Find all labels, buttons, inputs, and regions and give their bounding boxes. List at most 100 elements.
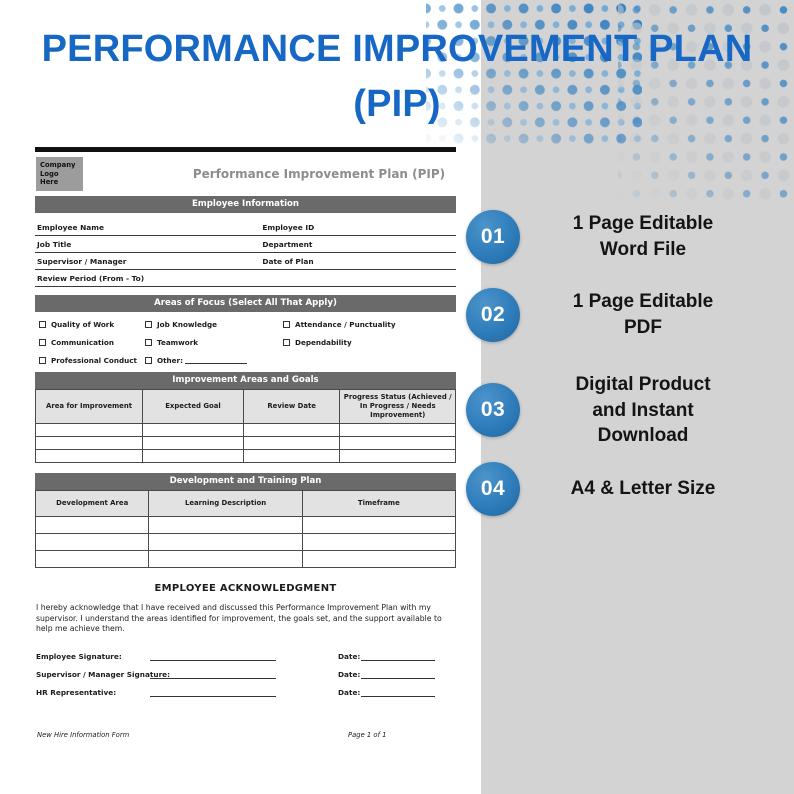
focus-option-label: Other: <box>157 356 183 365</box>
acknowledgment-text: I hereby acknowledge that I have receive… <box>36 602 442 634</box>
date-line <box>361 696 435 698</box>
section-header-employee-information: Employee Information <box>35 196 456 213</box>
signature-section: Employee Signature: Date: Supervisor / M… <box>35 647 456 701</box>
feature-label: 1 Page Editable Word File <box>572 213 714 260</box>
field-row: Job Title Department <box>35 236 456 253</box>
field-label: Employee Name <box>37 223 104 232</box>
signature-label: HR Representative: <box>36 688 117 698</box>
feature-number: 04 <box>480 477 506 500</box>
signature-label: Supervisor / Manager Signature: <box>36 670 171 680</box>
empty-table-row <box>34 422 456 437</box>
footer-page-number: Page 1 of 1 <box>348 731 387 740</box>
signature-label: Employee Signature: <box>36 652 122 662</box>
feature-number-badge: 03 <box>466 383 520 438</box>
checkbox-icon <box>145 357 152 364</box>
empty-cell <box>148 549 303 568</box>
table-header-row: Area for Improvement Expected Goal Revie… <box>34 389 456 424</box>
empty-cell <box>242 448 341 463</box>
column-header: Expected Goal <box>142 389 244 424</box>
signature-row-supervisor: Supervisor / Manager Signature: Date: <box>35 665 456 683</box>
empty-cell <box>339 448 456 463</box>
empty-cell <box>34 532 150 551</box>
checkbox-icon <box>39 339 46 346</box>
field-label: Date of Plan <box>262 257 314 266</box>
empty-cell <box>339 422 456 437</box>
section-header-development-plan: Development and Training Plan <box>35 472 456 490</box>
document-title: Performance Improvement Plan (PIP) <box>192 167 446 181</box>
empty-cell <box>301 515 457 534</box>
focus-option-label: Job Knowledge <box>157 320 218 329</box>
listing-title: PERFORMANCE IMPROVEMENT PLAN (PIP) <box>41 28 753 126</box>
feature-item-pdf: 02 1 Page Editable PDF <box>466 288 722 342</box>
form-document-preview: Company Logo Here Performance Improvemen… <box>34 147 457 744</box>
document-top-rule <box>35 147 456 152</box>
focus-option: Dependability <box>283 338 451 347</box>
focus-option-label: Attendance / Punctuality <box>295 320 396 329</box>
focus-option: Professional Conduct <box>39 356 145 365</box>
signature-line <box>150 660 276 662</box>
empty-cell <box>242 422 341 437</box>
focus-option: Quality of Work <box>39 320 145 329</box>
empty-cell <box>148 532 303 551</box>
feature-item-digital-download: 03 Digital Product and Instant Download <box>466 372 722 449</box>
empty-cell <box>301 532 457 551</box>
column-header: Review Date <box>242 389 341 424</box>
halftone-dots-gray-decoration <box>618 0 794 205</box>
date-label: Date: <box>338 688 361 698</box>
date-line <box>361 660 435 662</box>
field-label: Supervisor / Manager <box>37 257 127 266</box>
other-fill-line <box>184 357 247 364</box>
document-footer: New Hire Information Form Page 1 of 1 <box>35 731 456 743</box>
date-line <box>361 678 435 680</box>
checkbox-icon <box>39 357 46 364</box>
feature-number: 03 <box>480 398 506 422</box>
section-header-improvement-areas: Improvement Areas and Goals <box>35 372 456 389</box>
focus-option-label: Teamwork <box>157 338 199 347</box>
feature-label: 1 Page Editable PDF <box>572 291 714 338</box>
feature-number-badge: 01 <box>466 210 520 264</box>
empty-cell <box>142 448 244 463</box>
empty-cell <box>142 422 244 437</box>
checkbox-icon <box>283 339 290 346</box>
empty-cell <box>34 448 144 463</box>
focus-option: Teamwork <box>145 338 283 347</box>
feature-item-word-file: 01 1 Page Editable Word File <box>466 210 722 264</box>
field-label: Employee ID <box>262 223 315 232</box>
date-label: Date: <box>338 670 361 680</box>
focus-checkbox-grid: Quality of Work Job Knowledge Attendance… <box>35 312 456 372</box>
focus-option-other: Other: <box>145 356 283 365</box>
focus-option: Communication <box>39 338 145 347</box>
feature-label: A4 & Letter Size <box>570 478 716 500</box>
checkbox-icon <box>39 321 46 328</box>
checkbox-icon <box>145 321 152 328</box>
column-header: Development Area <box>34 489 150 517</box>
checkbox-icon <box>145 339 152 346</box>
signature-line <box>150 696 276 698</box>
halftone-dots-blue-decoration <box>426 0 642 148</box>
field-label: Review Period (From - To) <box>37 274 145 283</box>
field-row: Supervisor / Manager Date of Plan <box>35 253 456 270</box>
field-row: Review Period (From - To) <box>35 270 456 287</box>
empty-cell <box>301 549 457 568</box>
empty-cell <box>148 515 303 534</box>
empty-cell <box>242 435 341 450</box>
field-label: Job Title <box>37 240 72 249</box>
focus-option-label: Professional Conduct <box>51 356 137 365</box>
signature-row-employee: Employee Signature: Date: <box>35 647 456 665</box>
acknowledgment-heading: EMPLOYEE ACKNOWLEDGMENT <box>154 582 337 594</box>
empty-cell <box>34 422 144 437</box>
focus-option: Attendance / Punctuality <box>283 320 451 329</box>
column-header: Timeframe <box>301 489 457 517</box>
focus-option-label: Dependability <box>295 338 352 347</box>
empty-cell <box>34 515 150 534</box>
date-label: Date: <box>338 652 361 662</box>
feature-label: Digital Product and Instant Download <box>575 374 711 447</box>
checkbox-icon <box>283 321 290 328</box>
field-label: Department <box>262 240 313 249</box>
focus-option: Job Knowledge <box>145 320 283 329</box>
section-header-areas-of-focus: Areas of Focus (Select All That Apply) <box>35 295 456 312</box>
focus-option-label: Quality of Work <box>51 320 115 329</box>
feature-item-paper-size: 04 A4 & Letter Size <box>466 462 722 516</box>
development-training-table: Development Area Learning Description Ti… <box>34 489 457 568</box>
